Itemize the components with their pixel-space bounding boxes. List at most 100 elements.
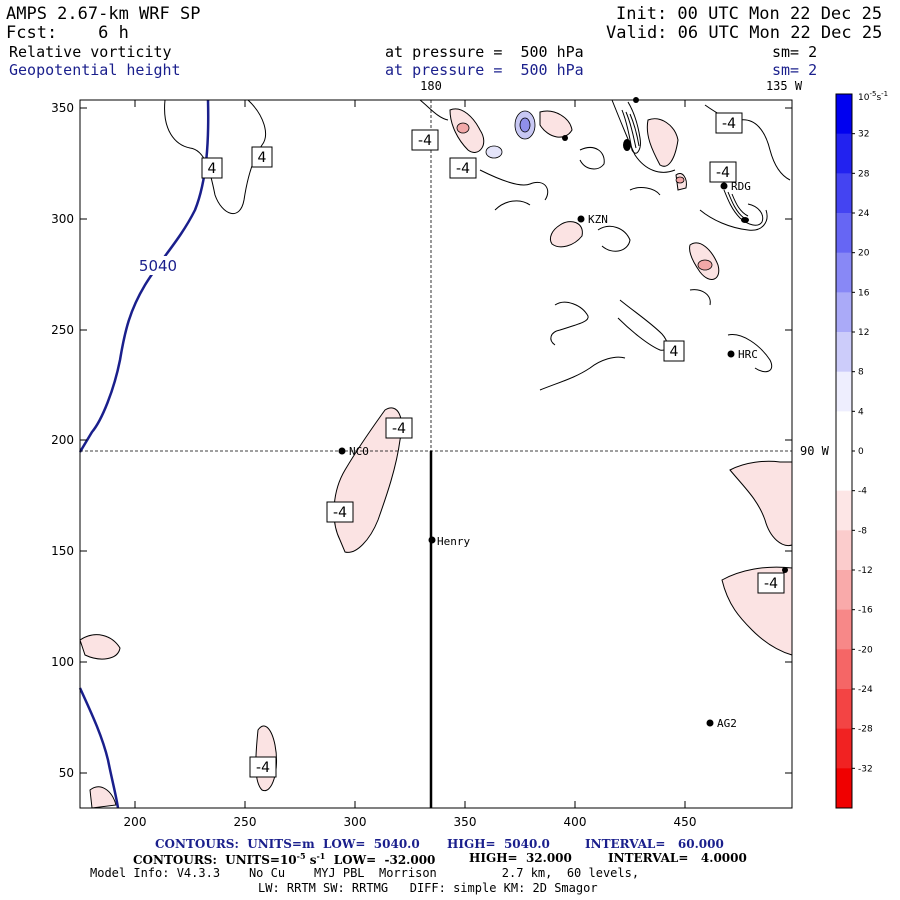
svg-text:-4: -4	[722, 116, 736, 132]
y-tick-label: 350	[51, 101, 74, 115]
footer-physics-info: LW: RRTM SW: RRTMG DIFF: simple KM: 2D S…	[258, 881, 598, 895]
colorbar-label: -12	[858, 566, 873, 576]
colorbar-cell	[836, 768, 852, 809]
model-title: AMPS 2.67-km WRF SP	[6, 4, 201, 24]
field1-name: Relative vorticity	[9, 43, 172, 61]
footer-height-high: HIGH= 5040.0	[447, 837, 550, 851]
colorbar-label: 4	[858, 407, 864, 417]
colorbar-cell	[836, 609, 852, 650]
contour-label-box: 4	[663, 340, 685, 362]
colorbar-cell	[836, 728, 852, 769]
x-tick-label: 300	[344, 815, 367, 829]
colorbar-label: -8	[858, 526, 867, 536]
colorbar-label: -28	[858, 725, 873, 735]
x-tick-label: 400	[564, 815, 587, 829]
svg-text:AG2: AG2	[717, 717, 737, 730]
colorbar-cell	[836, 94, 852, 135]
svg-text:-4: -4	[418, 133, 432, 149]
contour-label-box: -4	[757, 572, 785, 594]
y-tick-label: 200	[51, 433, 74, 447]
vorticity-negative-fill	[79, 108, 793, 809]
field2-smoothing: sm= 2	[772, 61, 818, 79]
station-ag2[interactable]: AG2	[706, 717, 737, 730]
station-hrc[interactable]: HRC	[727, 348, 758, 361]
svg-text:KZN: KZN	[588, 213, 608, 226]
vorticity-strong-negative	[456, 122, 713, 271]
svg-text:4: 4	[258, 150, 267, 166]
station-rdg[interactable]: RDG	[720, 180, 751, 193]
dense-contour-blobs	[623, 139, 749, 223]
colorbar-cell	[836, 213, 852, 254]
field2-name: Geopotential height	[9, 61, 181, 79]
lon-label-180: 180	[420, 79, 442, 93]
colorbar-cell	[836, 292, 852, 333]
colorbar-cell	[836, 570, 852, 611]
y-tick-label: 150	[51, 544, 74, 558]
contour-label-box: -4	[709, 161, 737, 183]
colorbar-label: 12	[858, 328, 869, 338]
colorbar-label: -4	[858, 487, 867, 497]
svg-text:4: 4	[208, 161, 217, 177]
contour-label-box: -4	[449, 157, 477, 179]
footer-vort-high: HIGH= 32.000	[469, 851, 572, 865]
colorbar-cell	[836, 490, 852, 531]
height-label: 5040	[139, 257, 177, 275]
colorbar-label: 24	[858, 209, 870, 219]
colorbar-units: 10-5s-1	[858, 90, 888, 103]
x-tick-label: 200	[124, 815, 147, 829]
contour-label-box: -4	[249, 756, 277, 778]
colorbar-label: -20	[858, 645, 873, 655]
colorbar-cell	[836, 530, 852, 571]
x-tick-label: 450	[674, 815, 697, 829]
colorbar-cell	[836, 649, 852, 690]
svg-text:4: 4	[670, 344, 679, 360]
svg-text:-4: -4	[764, 576, 778, 592]
colorbar-label: -24	[858, 685, 873, 695]
init-time: Init: 00 UTC Mon 22 Dec 25	[616, 4, 883, 24]
svg-text:-4: -4	[256, 760, 270, 776]
footer-height-interval: INTERVAL= 60.000	[585, 837, 724, 851]
valid-time: Valid: 06 UTC Mon 22 Dec 25	[606, 23, 883, 43]
dense-contour-cluster	[621, 101, 764, 226]
footer-vort-contours: CONTOURS: UNITS=10-5 s-1 LOW= -32.000	[133, 851, 436, 867]
axis-ticks	[80, 100, 792, 808]
contour-label-box: -4	[385, 417, 413, 439]
colorbar-label: 16	[858, 288, 870, 298]
y-tick-label: 50	[59, 766, 74, 780]
colorbar-label: -16	[858, 606, 873, 616]
field1-smoothing: sm= 2	[772, 43, 818, 61]
contour-label-box: -4	[411, 129, 439, 151]
svg-text:-4: -4	[333, 505, 347, 521]
station-henry[interactable]: Henry	[428, 535, 471, 548]
colorbar-label: -32	[858, 764, 873, 774]
svg-text:NCO: NCO	[349, 445, 369, 458]
colorbar-cell	[836, 332, 852, 373]
contour-label-box: -4	[326, 501, 354, 523]
height-label-bg	[132, 256, 184, 275]
station-kzn[interactable]: KZN	[577, 213, 608, 226]
colorbar-label: 28	[858, 169, 870, 179]
station-nco[interactable]: NCO	[338, 445, 369, 458]
svg-text:-4: -4	[456, 161, 470, 177]
y-tick-label: 300	[51, 212, 74, 226]
x-tick-label: 350	[454, 815, 477, 829]
colorbar-cell	[836, 252, 852, 293]
svg-text:HRC: HRC	[738, 348, 758, 361]
colorbar	[835, 93, 853, 809]
reference-lines	[80, 100, 792, 452]
height-contour-5040	[78, 99, 210, 809]
contour-label-box: -4	[715, 112, 743, 134]
unlabeled-station-dots	[562, 97, 788, 573]
colorbar-label: 0	[858, 447, 864, 457]
footer-vort-interval: INTERVAL= 4.0000	[608, 851, 747, 865]
svg-text:-4: -4	[716, 165, 730, 181]
colorbar-cell	[836, 371, 852, 412]
svg-text:-4: -4	[392, 421, 406, 437]
x-tick-label: 250	[234, 815, 257, 829]
vorticity-positive-fill	[485, 110, 536, 159]
contour-label-box: 4	[251, 146, 273, 168]
colorbar-cell	[836, 133, 852, 174]
svg-text:Henry: Henry	[437, 535, 470, 548]
lon-label-135w: 135 W	[766, 79, 803, 93]
svg-text:RDG: RDG	[731, 180, 751, 193]
